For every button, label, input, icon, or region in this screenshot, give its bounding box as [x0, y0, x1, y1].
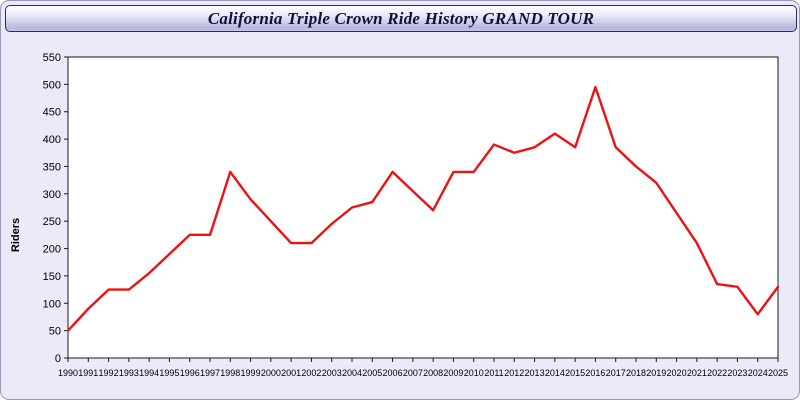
svg-text:2016: 2016 — [585, 368, 605, 378]
svg-text:1995: 1995 — [159, 368, 179, 378]
svg-text:2003: 2003 — [322, 368, 342, 378]
svg-text:200: 200 — [43, 244, 61, 256]
svg-text:350: 350 — [43, 161, 61, 173]
svg-text:250: 250 — [43, 216, 61, 228]
svg-text:150: 150 — [43, 271, 61, 283]
svg-text:550: 550 — [43, 52, 61, 64]
y-axis-title: Riders — [10, 218, 22, 252]
svg-text:2021: 2021 — [687, 368, 707, 378]
x-axis-tick-labels: 1990 1991 1992 1993 1994 1995 1996 1997 1998 1999… — [58, 368, 788, 378]
axis-layer — [64, 56, 779, 362]
svg-text:100: 100 — [43, 298, 61, 310]
svg-text:2007: 2007 — [403, 368, 423, 378]
svg-text:400: 400 — [43, 134, 61, 146]
svg-text:2004: 2004 — [342, 368, 362, 378]
svg-text:2014: 2014 — [545, 368, 565, 378]
svg-text:1990: 1990 — [58, 368, 78, 378]
svg-text:300: 300 — [43, 189, 61, 201]
svg-text:2011: 2011 — [484, 368, 503, 378]
svg-text:2000: 2000 — [261, 368, 281, 378]
svg-text:50: 50 — [49, 326, 61, 338]
svg-text:1997: 1997 — [200, 368, 220, 378]
window-titlebar: California Triple Crown Ride History GRA… — [5, 5, 797, 32]
svg-text:2001: 2001 — [281, 368, 301, 378]
svg-text:2018: 2018 — [626, 368, 646, 378]
page-title: California Triple Crown Ride History GRA… — [207, 8, 595, 28]
svg-text:2012: 2012 — [504, 368, 524, 378]
svg-text:1998: 1998 — [220, 368, 240, 378]
svg-text:2006: 2006 — [383, 368, 403, 378]
svg-text:2024: 2024 — [748, 368, 768, 378]
svg-text:2010: 2010 — [464, 368, 484, 378]
svg-text:1994: 1994 — [139, 368, 159, 378]
svg-text:2023: 2023 — [727, 368, 747, 378]
svg-text:450: 450 — [43, 107, 61, 119]
svg-text:2009: 2009 — [443, 368, 463, 378]
y-axis-tick-labels: 0 50 100 150 200 250 300 350 400 450 500 550 — [43, 52, 61, 365]
data-series-layer — [66, 85, 780, 332]
svg-text:1992: 1992 — [99, 368, 119, 378]
svg-text:1991: 1991 — [78, 368, 98, 378]
svg-text:2008: 2008 — [423, 368, 443, 378]
chart-canvas: 0 50 100 150 200 250 300 350 400 450 500 550 1990 19… — [5, 35, 797, 396]
svg-text:2020: 2020 — [667, 368, 687, 378]
svg-text:2022: 2022 — [707, 368, 727, 378]
svg-text:2002: 2002 — [301, 368, 321, 378]
svg-text:2019: 2019 — [646, 368, 666, 378]
svg-text:1999: 1999 — [241, 368, 261, 378]
svg-text:2015: 2015 — [565, 368, 585, 378]
svg-text:2005: 2005 — [362, 368, 382, 378]
svg-text:0: 0 — [55, 353, 61, 365]
svg-text:2013: 2013 — [525, 368, 545, 378]
svg-text:1996: 1996 — [180, 368, 200, 378]
svg-text:500: 500 — [43, 79, 61, 91]
svg-text:2025: 2025 — [768, 368, 788, 378]
svg-text:1993: 1993 — [119, 368, 139, 378]
svg-text:2017: 2017 — [606, 368, 626, 378]
